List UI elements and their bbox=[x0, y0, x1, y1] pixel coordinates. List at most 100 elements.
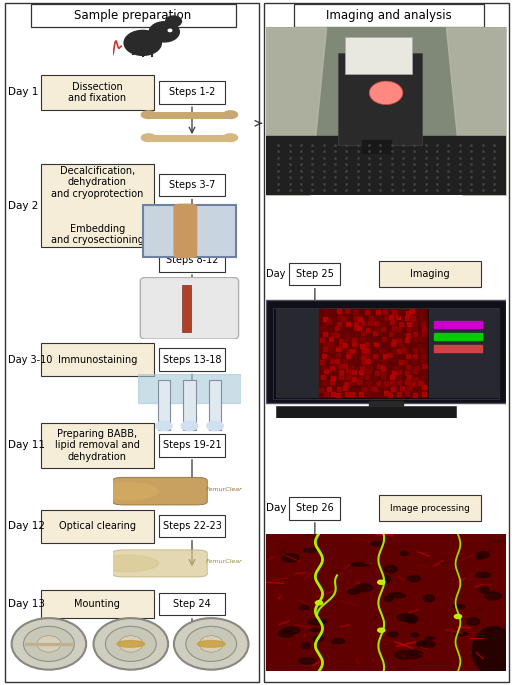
Ellipse shape bbox=[197, 640, 225, 647]
Ellipse shape bbox=[417, 642, 427, 645]
Circle shape bbox=[149, 22, 179, 42]
Text: Preparing BABB,
lipid removal and
dehydration: Preparing BABB, lipid removal and dehydr… bbox=[55, 429, 140, 462]
Bar bbox=[25, 643, 73, 645]
Circle shape bbox=[141, 111, 156, 119]
Bar bbox=[266, 136, 506, 195]
Bar bbox=[266, 301, 506, 403]
Text: Day 12: Day 12 bbox=[8, 521, 45, 531]
FancyBboxPatch shape bbox=[159, 82, 225, 104]
Circle shape bbox=[12, 618, 86, 670]
Text: Day 15: Day 15 bbox=[266, 503, 303, 513]
Ellipse shape bbox=[389, 593, 406, 598]
Text: Day 1: Day 1 bbox=[8, 88, 38, 97]
Ellipse shape bbox=[312, 636, 324, 641]
FancyBboxPatch shape bbox=[41, 510, 154, 543]
Ellipse shape bbox=[124, 30, 161, 55]
Circle shape bbox=[168, 29, 172, 32]
Ellipse shape bbox=[282, 553, 299, 562]
Text: Steps 1-2: Steps 1-2 bbox=[169, 88, 215, 97]
Ellipse shape bbox=[332, 639, 345, 644]
Circle shape bbox=[454, 614, 461, 619]
Bar bbox=[319, 309, 427, 397]
Ellipse shape bbox=[302, 643, 310, 649]
Bar bbox=[434, 345, 482, 352]
Text: Imaging and analysis: Imaging and analysis bbox=[326, 10, 452, 22]
Ellipse shape bbox=[400, 551, 408, 556]
Circle shape bbox=[207, 421, 223, 431]
Ellipse shape bbox=[476, 573, 490, 577]
FancyBboxPatch shape bbox=[41, 423, 154, 467]
Bar bbox=[362, 140, 391, 153]
FancyBboxPatch shape bbox=[379, 261, 481, 287]
Text: Step 25: Step 25 bbox=[296, 269, 334, 279]
Bar bbox=[434, 321, 482, 328]
Bar bbox=[158, 380, 170, 430]
Text: Steps 13-18: Steps 13-18 bbox=[163, 355, 221, 364]
FancyBboxPatch shape bbox=[41, 343, 154, 376]
FancyBboxPatch shape bbox=[140, 277, 239, 339]
FancyBboxPatch shape bbox=[113, 477, 207, 505]
Ellipse shape bbox=[485, 592, 501, 600]
Text: Steps 22-23: Steps 22-23 bbox=[163, 521, 221, 531]
Ellipse shape bbox=[405, 651, 422, 658]
Circle shape bbox=[174, 618, 248, 670]
Bar bbox=[345, 38, 412, 75]
Ellipse shape bbox=[395, 651, 414, 659]
Circle shape bbox=[95, 555, 159, 572]
Ellipse shape bbox=[385, 596, 393, 601]
Ellipse shape bbox=[397, 614, 416, 621]
Text: Day 11: Day 11 bbox=[8, 440, 45, 450]
Ellipse shape bbox=[383, 566, 397, 573]
Text: Immunostaining: Immunostaining bbox=[57, 355, 137, 364]
Circle shape bbox=[119, 636, 143, 652]
FancyBboxPatch shape bbox=[289, 263, 340, 286]
Ellipse shape bbox=[455, 632, 468, 636]
Text: FemurClear: FemurClear bbox=[206, 487, 243, 492]
Circle shape bbox=[105, 626, 156, 662]
Bar bbox=[276, 406, 456, 418]
Text: Image processing: Image processing bbox=[390, 503, 470, 513]
Ellipse shape bbox=[300, 606, 309, 610]
Bar bbox=[209, 380, 221, 430]
Ellipse shape bbox=[408, 575, 420, 582]
Text: Decalcification,
dehydration
and cryoprotection


Embedding
and cryosectioning: Decalcification, dehydration and cryopro… bbox=[51, 166, 144, 245]
Text: Day 2: Day 2 bbox=[8, 201, 38, 210]
Text: Day 13: Day 13 bbox=[8, 599, 45, 609]
FancyBboxPatch shape bbox=[41, 590, 154, 618]
Text: Day 13-14: Day 13-14 bbox=[266, 269, 317, 279]
Text: Day 3-10: Day 3-10 bbox=[8, 355, 52, 364]
FancyBboxPatch shape bbox=[294, 5, 484, 27]
Ellipse shape bbox=[477, 551, 489, 558]
Circle shape bbox=[186, 626, 237, 662]
Ellipse shape bbox=[479, 586, 489, 593]
Text: Sample preparation: Sample preparation bbox=[74, 10, 192, 22]
FancyBboxPatch shape bbox=[31, 5, 236, 27]
Text: Imaging: Imaging bbox=[410, 269, 450, 279]
Ellipse shape bbox=[283, 627, 300, 634]
Ellipse shape bbox=[425, 637, 435, 640]
Text: Steps 8-12: Steps 8-12 bbox=[166, 256, 218, 265]
FancyBboxPatch shape bbox=[159, 349, 225, 371]
Ellipse shape bbox=[472, 627, 512, 675]
Ellipse shape bbox=[453, 605, 465, 609]
Ellipse shape bbox=[423, 595, 434, 602]
Text: Dissection
and fixation: Dissection and fixation bbox=[68, 82, 126, 103]
FancyBboxPatch shape bbox=[159, 249, 225, 271]
FancyBboxPatch shape bbox=[113, 550, 207, 577]
Circle shape bbox=[378, 580, 385, 584]
Circle shape bbox=[24, 626, 74, 662]
Circle shape bbox=[369, 81, 403, 105]
FancyBboxPatch shape bbox=[159, 515, 225, 537]
Circle shape bbox=[378, 628, 385, 632]
Ellipse shape bbox=[411, 633, 419, 636]
Ellipse shape bbox=[278, 630, 294, 637]
FancyBboxPatch shape bbox=[159, 593, 225, 616]
Circle shape bbox=[94, 618, 168, 670]
Ellipse shape bbox=[417, 640, 435, 648]
Ellipse shape bbox=[310, 628, 319, 632]
Circle shape bbox=[37, 636, 61, 652]
Ellipse shape bbox=[117, 640, 145, 647]
Circle shape bbox=[166, 16, 181, 27]
Circle shape bbox=[95, 483, 159, 499]
Bar bbox=[369, 401, 403, 413]
